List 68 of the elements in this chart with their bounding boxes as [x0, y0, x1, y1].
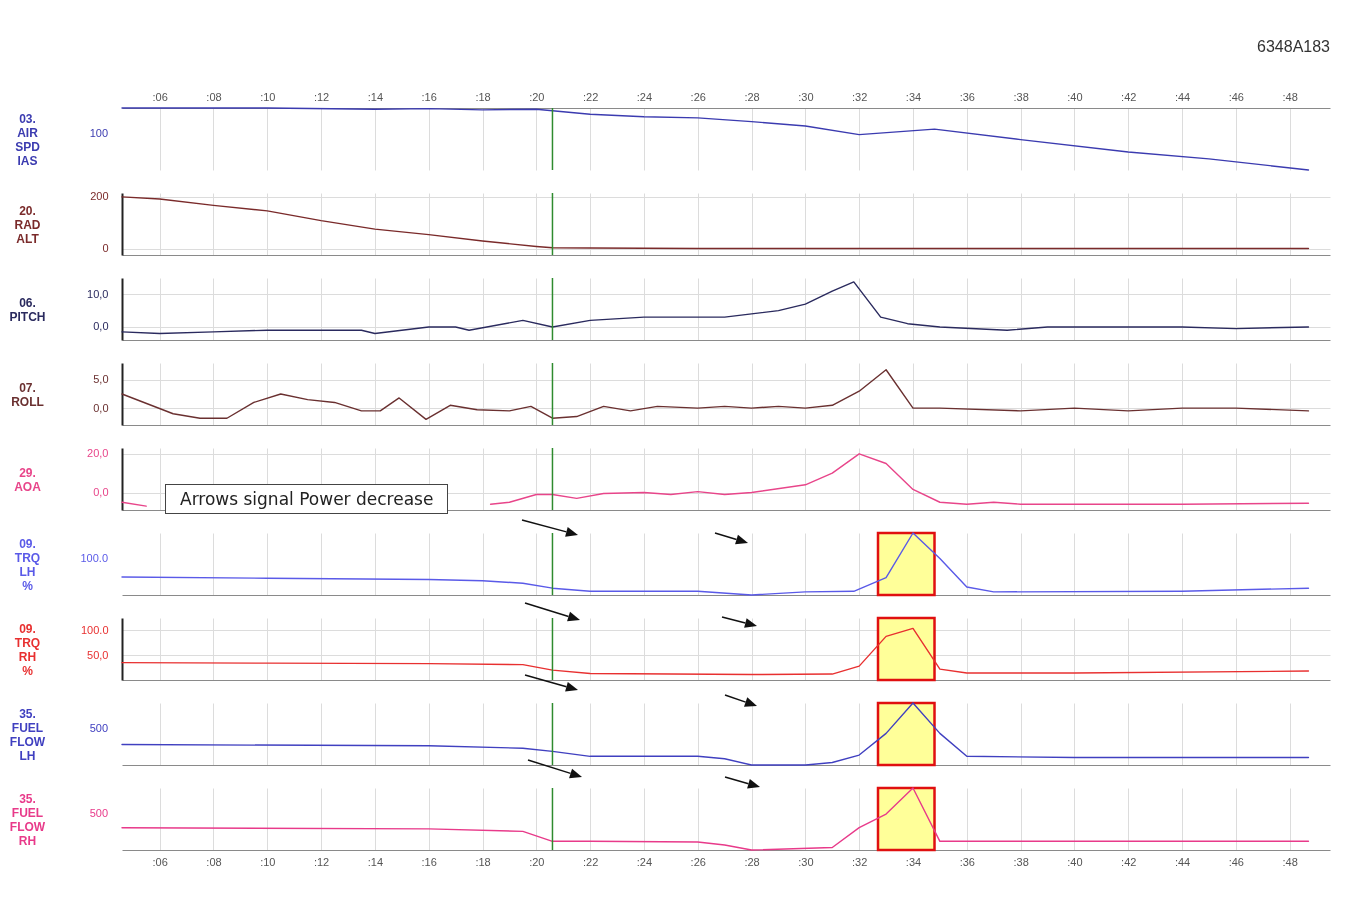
y-axis-title: 35. FUEL FLOW RH [9, 791, 46, 848]
x-tick-label: :22 [582, 90, 599, 103]
x-tick-label: :26 [690, 855, 706, 868]
x-tick-label: :08 [206, 855, 222, 868]
y-tick-label: 100.0 [80, 623, 109, 636]
x-tick-label: :34 [905, 90, 922, 103]
x-tick-label: :46 [1228, 855, 1244, 868]
y-axis-title: 09. TRQ LH % [14, 536, 41, 593]
x-tick-label: :24 [636, 90, 653, 103]
x-tick-label: :12 [313, 90, 330, 103]
x-tick-label: :44 [1174, 855, 1191, 868]
y-axis-title: 07. ROLL [11, 380, 44, 409]
y-tick-label: 0,0 [93, 486, 109, 499]
x-tick-label: :14 [367, 90, 384, 103]
x-tick-label: :16 [421, 90, 437, 103]
x-tick-label: :36 [959, 855, 975, 868]
y-tick-label: 200 [90, 190, 109, 203]
x-tick-label: :20 [529, 855, 545, 868]
x-tick-label: :10 [260, 855, 276, 868]
x-tick-label: :42 [1121, 90, 1137, 103]
y-axis-title: 03. AIR SPD IAS [15, 111, 41, 168]
x-tick-label: :32 [852, 90, 868, 103]
y-axis-title: 06. PITCH [9, 295, 46, 324]
x-tick-label: :38 [1013, 855, 1029, 868]
x-tick-label: :08 [206, 90, 222, 103]
x-tick-label: :06 [152, 90, 168, 103]
x-tick-label: :28 [744, 90, 760, 103]
x-tick-label: :46 [1228, 90, 1244, 103]
y-axis-title: 20. RAD ALT [14, 203, 41, 246]
y-tick-label: 50,0 [87, 648, 109, 661]
x-tick-label: :40 [1067, 90, 1083, 103]
x-tick-label: :26 [690, 90, 706, 103]
y-tick-label: 0,0 [93, 401, 109, 414]
x-tick-label: :34 [905, 855, 922, 868]
x-tick-label: :06 [152, 855, 168, 868]
x-tick-label: :32 [852, 855, 868, 868]
x-tick-label: :18 [475, 90, 491, 103]
x-tick-label: :20 [529, 90, 545, 103]
x-tick-label: :10 [260, 90, 276, 103]
x-tick-label: :12 [313, 855, 330, 868]
y-tick-label: 0 [102, 242, 109, 255]
x-tick-label: :18 [475, 855, 491, 868]
annotation: Arrows signal Power decrease [165, 484, 449, 514]
chart-title: 6348A183 [1257, 38, 1331, 55]
x-tick-label: :36 [959, 90, 975, 103]
text: 500 [89, 721, 108, 734]
y-axis-title: 29. AOA [14, 465, 42, 494]
x-tick-label: :16 [421, 855, 437, 868]
text: 500 [89, 806, 108, 819]
x-tick-label: :44 [1174, 90, 1191, 103]
y-tick-label: 10,0 [87, 287, 109, 300]
x-tick-label: :22 [582, 855, 599, 868]
y-tick-label: 5,0 [93, 373, 109, 386]
x-tick-label: :30 [798, 90, 814, 103]
y-tick-label: 0,0 [93, 320, 109, 333]
x-tick-label: :14 [367, 855, 384, 868]
x-tick-label: :24 [636, 855, 653, 868]
x-tick-label: :42 [1121, 855, 1137, 868]
y-axis-title: 35. FUEL FLOW LH [9, 706, 46, 763]
x-tick-label: :48 [1282, 855, 1298, 868]
text: 100 [89, 126, 108, 139]
y-axis-title: 09. TRQ RH % [14, 621, 41, 678]
x-tick-label: :40 [1067, 855, 1083, 868]
x-tick-label: :48 [1282, 90, 1298, 103]
y-tick-label: 20,0 [87, 447, 109, 460]
x-tick-label: :30 [798, 855, 814, 868]
x-tick-label: :38 [1013, 90, 1029, 103]
x-tick-label: :28 [744, 855, 760, 868]
